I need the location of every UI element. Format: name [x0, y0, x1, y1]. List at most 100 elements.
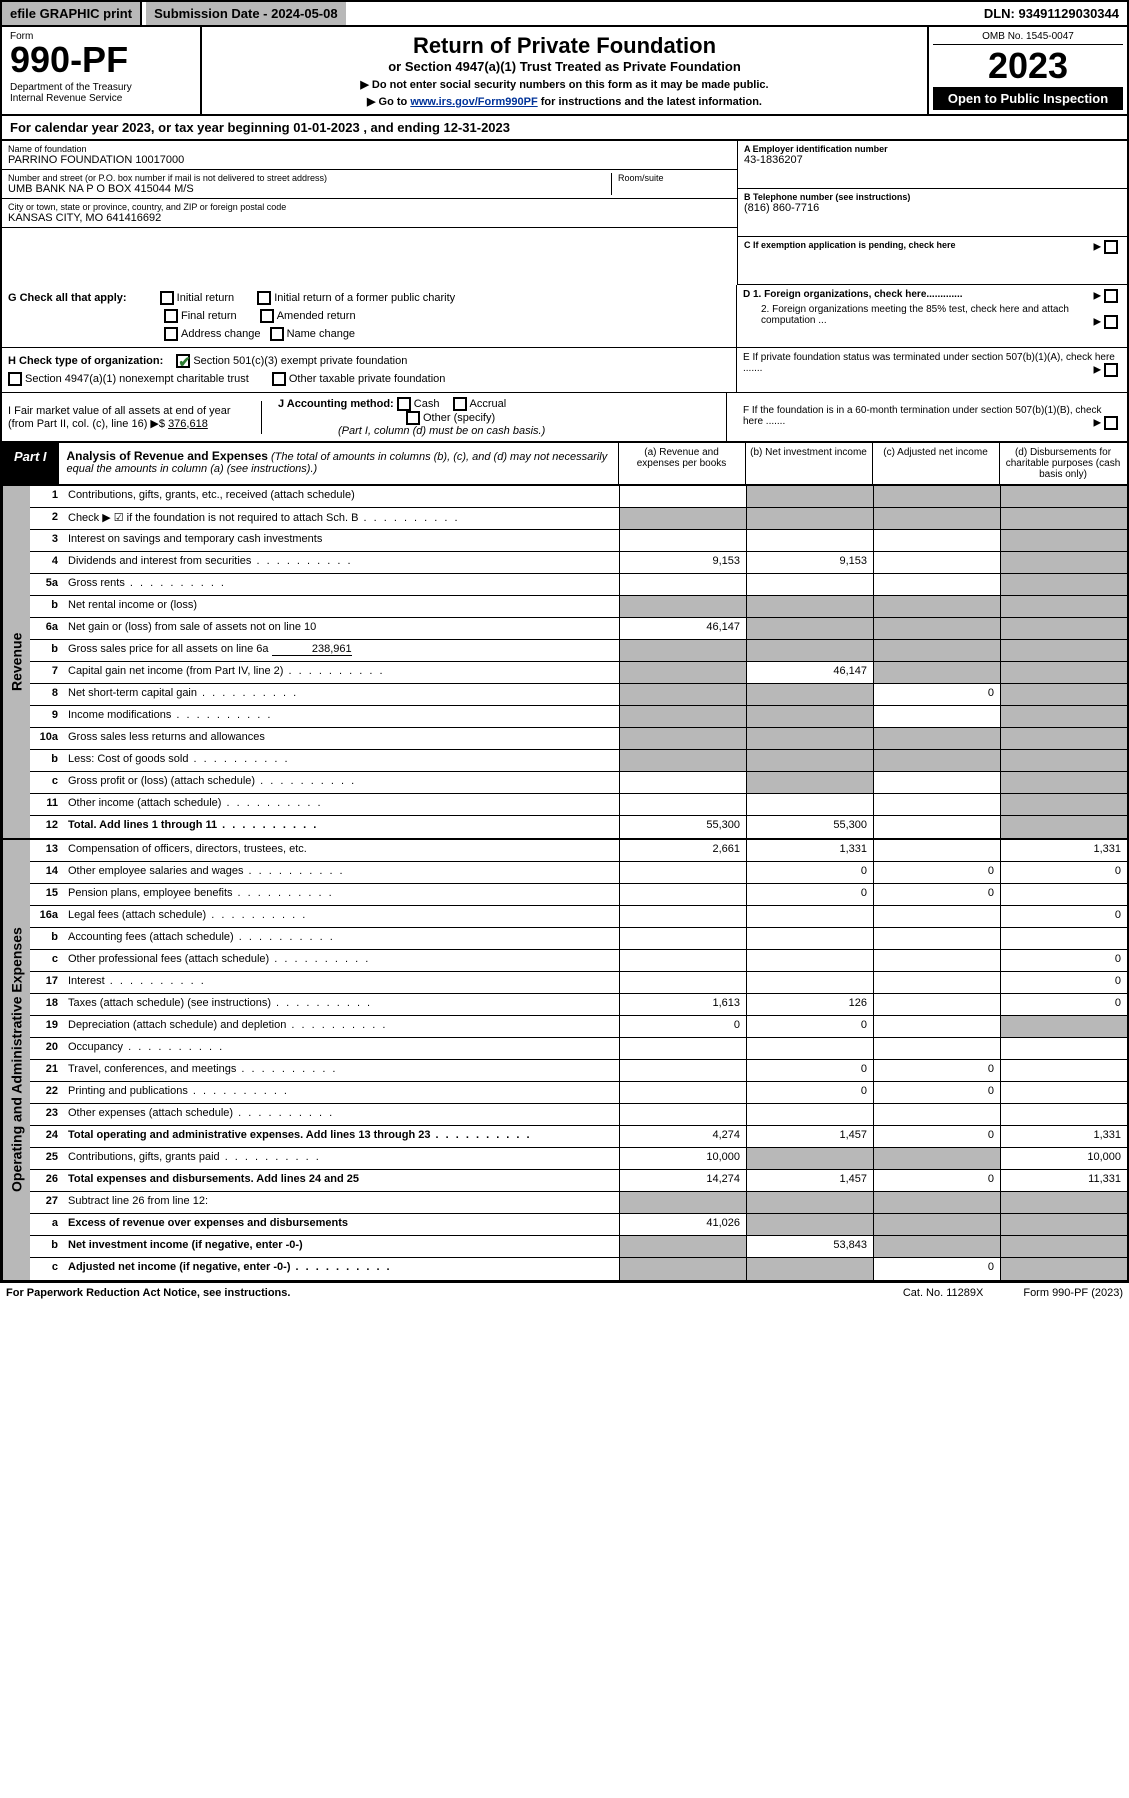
g-address-checkbox[interactable]: [164, 327, 178, 341]
h-label: H Check type of organization:: [8, 355, 163, 367]
g-label: G Check all that apply:: [8, 292, 127, 304]
j-other: Other (specify): [423, 412, 495, 424]
submission-date: Submission Date - 2024-05-08: [146, 2, 346, 25]
d2-label: 2. Foreign organizations meeting the 85%…: [761, 304, 1069, 326]
h-4947-checkbox[interactable]: [8, 372, 22, 386]
g-amended-checkbox[interactable]: [260, 309, 274, 323]
line-10b: bLess: Cost of goods sold: [30, 750, 1127, 772]
line-5a: 5aGross rents: [30, 574, 1127, 596]
omb: OMB No. 1545-0047: [933, 31, 1123, 45]
header-mid: Return of Private Foundation or Section …: [202, 27, 927, 114]
expenses-table: Operating and Administrative Expenses 13…: [0, 840, 1129, 1282]
line-8: 8Net short-term capital gain0: [30, 684, 1127, 706]
h-other-checkbox[interactable]: [272, 372, 286, 386]
expenses-rows: 13Compensation of officers, directors, t…: [30, 840, 1127, 1280]
header-left: Form 990-PF Department of the Treasury I…: [2, 27, 202, 114]
line-16b: bAccounting fees (attach schedule): [30, 928, 1127, 950]
j-other-checkbox[interactable]: [406, 411, 420, 425]
name-label: Name of foundation: [8, 144, 731, 154]
g-opt-4: Address change: [181, 328, 261, 340]
j-accrual-checkbox[interactable]: [453, 397, 467, 411]
note-ssn: ▶ Do not enter social security numbers o…: [214, 78, 915, 91]
c-row: C If exemption application is pending, c…: [738, 237, 1127, 285]
line-16c: cOther professional fees (attach schedul…: [30, 950, 1127, 972]
g-final-checkbox[interactable]: [164, 309, 178, 323]
part1-tag: Part I: [2, 443, 59, 484]
footer-left: For Paperwork Reduction Act Notice, see …: [6, 1287, 290, 1299]
section-g: G Check all that apply: Initial return I…: [2, 285, 737, 348]
line-20: 20Occupancy: [30, 1038, 1127, 1060]
note2-pre: ▶ Go to: [367, 96, 410, 108]
efile-label: efile GRAPHIC print: [2, 2, 142, 25]
footer-form: Form 990-PF (2023): [1023, 1287, 1123, 1299]
city-row: City or town, state or province, country…: [2, 199, 737, 228]
j-note: (Part I, column (d) must be on cash basi…: [338, 425, 545, 437]
ein-val: 43-1836207: [744, 154, 1121, 166]
g-opt-5: Name change: [287, 328, 356, 340]
section-e: E If private foundation status was termi…: [737, 348, 1127, 393]
section-d: D 1. Foreign organizations, check here..…: [737, 285, 1127, 348]
line-25: 25Contributions, gifts, grants paid10,00…: [30, 1148, 1127, 1170]
line-7: 7Capital gain net income (from Part IV, …: [30, 662, 1127, 684]
col-b-hdr: (b) Net investment income: [746, 443, 873, 484]
info-right: A Employer identification number 43-1836…: [737, 141, 1127, 285]
c-arrow: ▶: [1094, 240, 1121, 254]
addr-row: Number and street (or P.O. box number if…: [2, 170, 737, 199]
c-checkbox[interactable]: [1104, 240, 1118, 254]
section-i: I Fair market value of all assets at end…: [2, 401, 262, 434]
i-val: 376,618: [168, 418, 208, 430]
g-opt-3: Amended return: [277, 310, 356, 322]
g-initial-former-checkbox[interactable]: [257, 291, 271, 305]
revenue-vlabel: Revenue: [2, 486, 30, 838]
line-11: 11Other income (attach schedule): [30, 794, 1127, 816]
h-501c3-checkbox[interactable]: [176, 354, 190, 368]
f-checkbox[interactable]: [1104, 416, 1118, 430]
g-opt-1: Initial return of a former public charit…: [274, 292, 455, 304]
f-label: F If the foundation is in a 60-month ter…: [743, 405, 1102, 427]
form-subtitle: or Section 4947(a)(1) Trust Treated as P…: [214, 59, 915, 74]
info-grid: Name of foundation PARRINO FOUNDATION 10…: [0, 141, 1129, 285]
line-12: 12Total. Add lines 1 through 1155,30055,…: [30, 816, 1127, 838]
header-right: OMB No. 1545-0047 2023 Open to Public In…: [927, 27, 1127, 114]
dept: Department of the Treasury Internal Reve…: [10, 82, 192, 104]
section-h: H Check type of organization: Section 50…: [2, 348, 737, 393]
j-label: J Accounting method:: [278, 398, 394, 410]
d1-checkbox[interactable]: [1104, 289, 1118, 303]
line-15: 15Pension plans, employee benefits00: [30, 884, 1127, 906]
phone-row: B Telephone number (see instructions) (8…: [738, 189, 1127, 237]
line-14: 14Other employee salaries and wages000: [30, 862, 1127, 884]
form-title: Return of Private Foundation: [214, 33, 915, 59]
j-accrual: Accrual: [470, 398, 507, 410]
d1-label: D 1. Foreign organizations, check here..…: [743, 289, 963, 300]
line-18: 18Taxes (attach schedule) (see instructi…: [30, 994, 1127, 1016]
g-opt-0: Initial return: [177, 292, 234, 304]
e-checkbox[interactable]: [1104, 363, 1118, 377]
phone-val: (816) 860-7716: [744, 202, 1121, 214]
form990pf-link[interactable]: www.irs.gov/Form990PF: [410, 96, 537, 108]
line-6a: 6aNet gain or (loss) from sale of assets…: [30, 618, 1127, 640]
line-22: 22Printing and publications00: [30, 1082, 1127, 1104]
section-j: J Accounting method: Cash Accrual Other …: [272, 393, 727, 441]
footer-cat: Cat. No. 11289X: [903, 1287, 984, 1299]
name-val: PARRINO FOUNDATION 10017000: [8, 154, 731, 166]
note-goto: ▶ Go to www.irs.gov/Form990PF for instru…: [214, 95, 915, 108]
line-17: 17Interest0: [30, 972, 1127, 994]
h-opt1: Section 501(c)(3) exempt private foundat…: [193, 355, 407, 367]
g-name-checkbox[interactable]: [270, 327, 284, 341]
part1-header: Part I Analysis of Revenue and Expenses …: [0, 443, 1129, 486]
g-opt-2: Final return: [181, 310, 237, 322]
note2-post: for instructions and the latest informat…: [538, 96, 762, 108]
revenue-rows: 1Contributions, gifts, grants, etc., rec…: [30, 486, 1127, 838]
line-4: 4Dividends and interest from securities9…: [30, 552, 1127, 574]
addr-val: UMB BANK NA P O BOX 415044 M/S: [8, 183, 611, 195]
part1-desc: Analysis of Revenue and Expenses (The to…: [59, 443, 619, 484]
form-header: Form 990-PF Department of the Treasury I…: [0, 27, 1129, 116]
col-c-hdr: (c) Adjusted net income: [873, 443, 1000, 484]
j-cash-checkbox[interactable]: [397, 397, 411, 411]
d2-checkbox[interactable]: [1104, 315, 1118, 329]
calendar-year: For calendar year 2023, or tax year begi…: [0, 116, 1129, 141]
line-26: 26Total expenses and disbursements. Add …: [30, 1170, 1127, 1192]
h-e-row: H Check type of organization: Section 50…: [0, 348, 1129, 393]
g-initial-checkbox[interactable]: [160, 291, 174, 305]
revenue-table: Revenue 1Contributions, gifts, grants, e…: [0, 486, 1129, 840]
